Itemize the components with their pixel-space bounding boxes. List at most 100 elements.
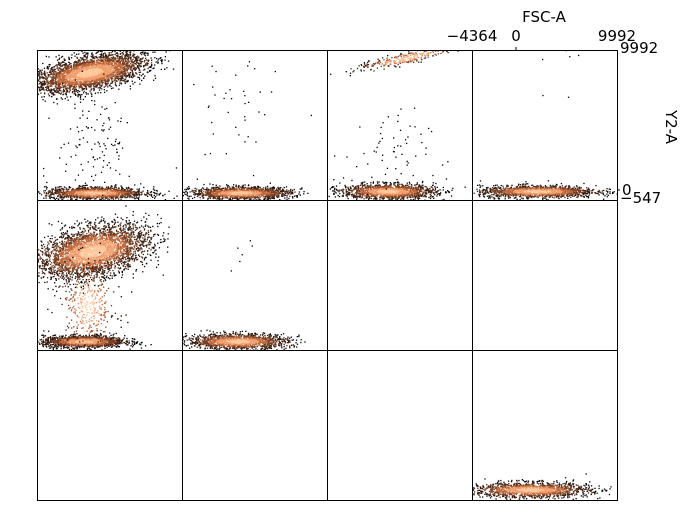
data-point: [92, 75, 95, 77]
data-point: [86, 66, 88, 68]
data-point: [118, 61, 120, 63]
data-point: [94, 197, 96, 199]
data-point: [58, 73, 60, 75]
data-point: [93, 88, 95, 90]
data-point: [101, 68, 104, 70]
data-point: [89, 191, 91, 193]
data-point: [68, 91, 71, 93]
data-point: [114, 78, 117, 80]
data-point: [82, 79, 84, 81]
data-point: [51, 69, 53, 71]
data-point: [118, 188, 120, 190]
data-point: [59, 193, 61, 196]
data-point: [119, 192, 121, 194]
data-point: [83, 84, 85, 86]
data-point: [138, 193, 140, 195]
data-point: [33, 79, 34, 80]
data-point: [100, 92, 102, 94]
data-point: [51, 72, 53, 75]
data-point: [79, 82, 81, 84]
data-point: [81, 194, 84, 196]
data-point: [52, 66, 54, 69]
data-point: [107, 67, 109, 70]
data-point: [115, 68, 117, 70]
data-point: [35, 92, 36, 93]
data-point: [71, 57, 73, 59]
data-point: [83, 81, 86, 83]
data-point: [35, 190, 36, 191]
data-point: [134, 198, 136, 200]
data-point: [48, 75, 50, 77]
data-point: [147, 60, 149, 63]
data-point: [56, 192, 59, 194]
data-point: [115, 67, 117, 69]
data-point: [134, 57, 137, 59]
data-point: [160, 57, 162, 59]
data-point: [108, 74, 110, 76]
data-point: [96, 196, 98, 198]
data-point: [6, 85, 7, 86]
data-point: [38, 90, 41, 92]
data-point: [95, 195, 98, 197]
data-point: [93, 89, 95, 92]
data-point: [51, 188, 53, 190]
data-point: [121, 72, 123, 74]
data-point: [156, 192, 158, 194]
data-point: [80, 66, 83, 68]
data-point: [53, 71, 55, 73]
data-point: [82, 71, 84, 73]
data-point: [15, 86, 16, 87]
data-point: [129, 196, 131, 199]
data-point: [123, 67, 125, 70]
data-point: [88, 82, 90, 84]
data-point: [46, 195, 48, 197]
data-point: [84, 71, 87, 73]
data-point: [106, 187, 108, 190]
data-point: [78, 77, 80, 79]
data-point: [52, 193, 54, 195]
data-point: [85, 91, 87, 94]
data-point: [62, 189, 64, 191]
data-point: [110, 52, 112, 54]
data-point: [56, 72, 58, 74]
data-point: [118, 56, 120, 58]
data-point: [134, 67, 136, 69]
data-point: [90, 81, 92, 83]
data-point: [91, 63, 93, 65]
data-point: [117, 71, 119, 73]
data-point: [87, 77, 89, 79]
data-point: [78, 191, 80, 193]
data-point: [80, 67, 82, 69]
data-point: [57, 61, 60, 63]
data-point: [57, 75, 59, 77]
data-point: [109, 84, 111, 86]
data-point: [83, 59, 85, 61]
data-point: [128, 64, 130, 67]
data-point: [133, 194, 135, 196]
data-point: [91, 73, 93, 76]
data-point: [125, 187, 128, 189]
data-point: [86, 196, 88, 198]
data-point: [85, 53, 87, 55]
data-point: [75, 90, 77, 92]
data-point: [42, 99, 44, 101]
data-point: [125, 62, 127, 64]
data-point: [107, 61, 110, 63]
data-point: [107, 79, 109, 81]
data-point: [124, 63, 126, 65]
data-point: [118, 68, 120, 70]
data-point: [58, 79, 60, 82]
data-point: [73, 87, 75, 89]
data-point: [89, 188, 91, 191]
data-point: [69, 70, 71, 72]
data-point: [98, 195, 100, 197]
data-point: [79, 74, 82, 76]
data-point: [126, 64, 128, 67]
data-point: [105, 68, 107, 70]
data-point: [127, 57, 129, 60]
data-point: [62, 192, 64, 195]
data-point: [54, 198, 56, 200]
data-point: [49, 90, 52, 92]
data-point: [127, 189, 129, 191]
data-point: [98, 194, 101, 196]
